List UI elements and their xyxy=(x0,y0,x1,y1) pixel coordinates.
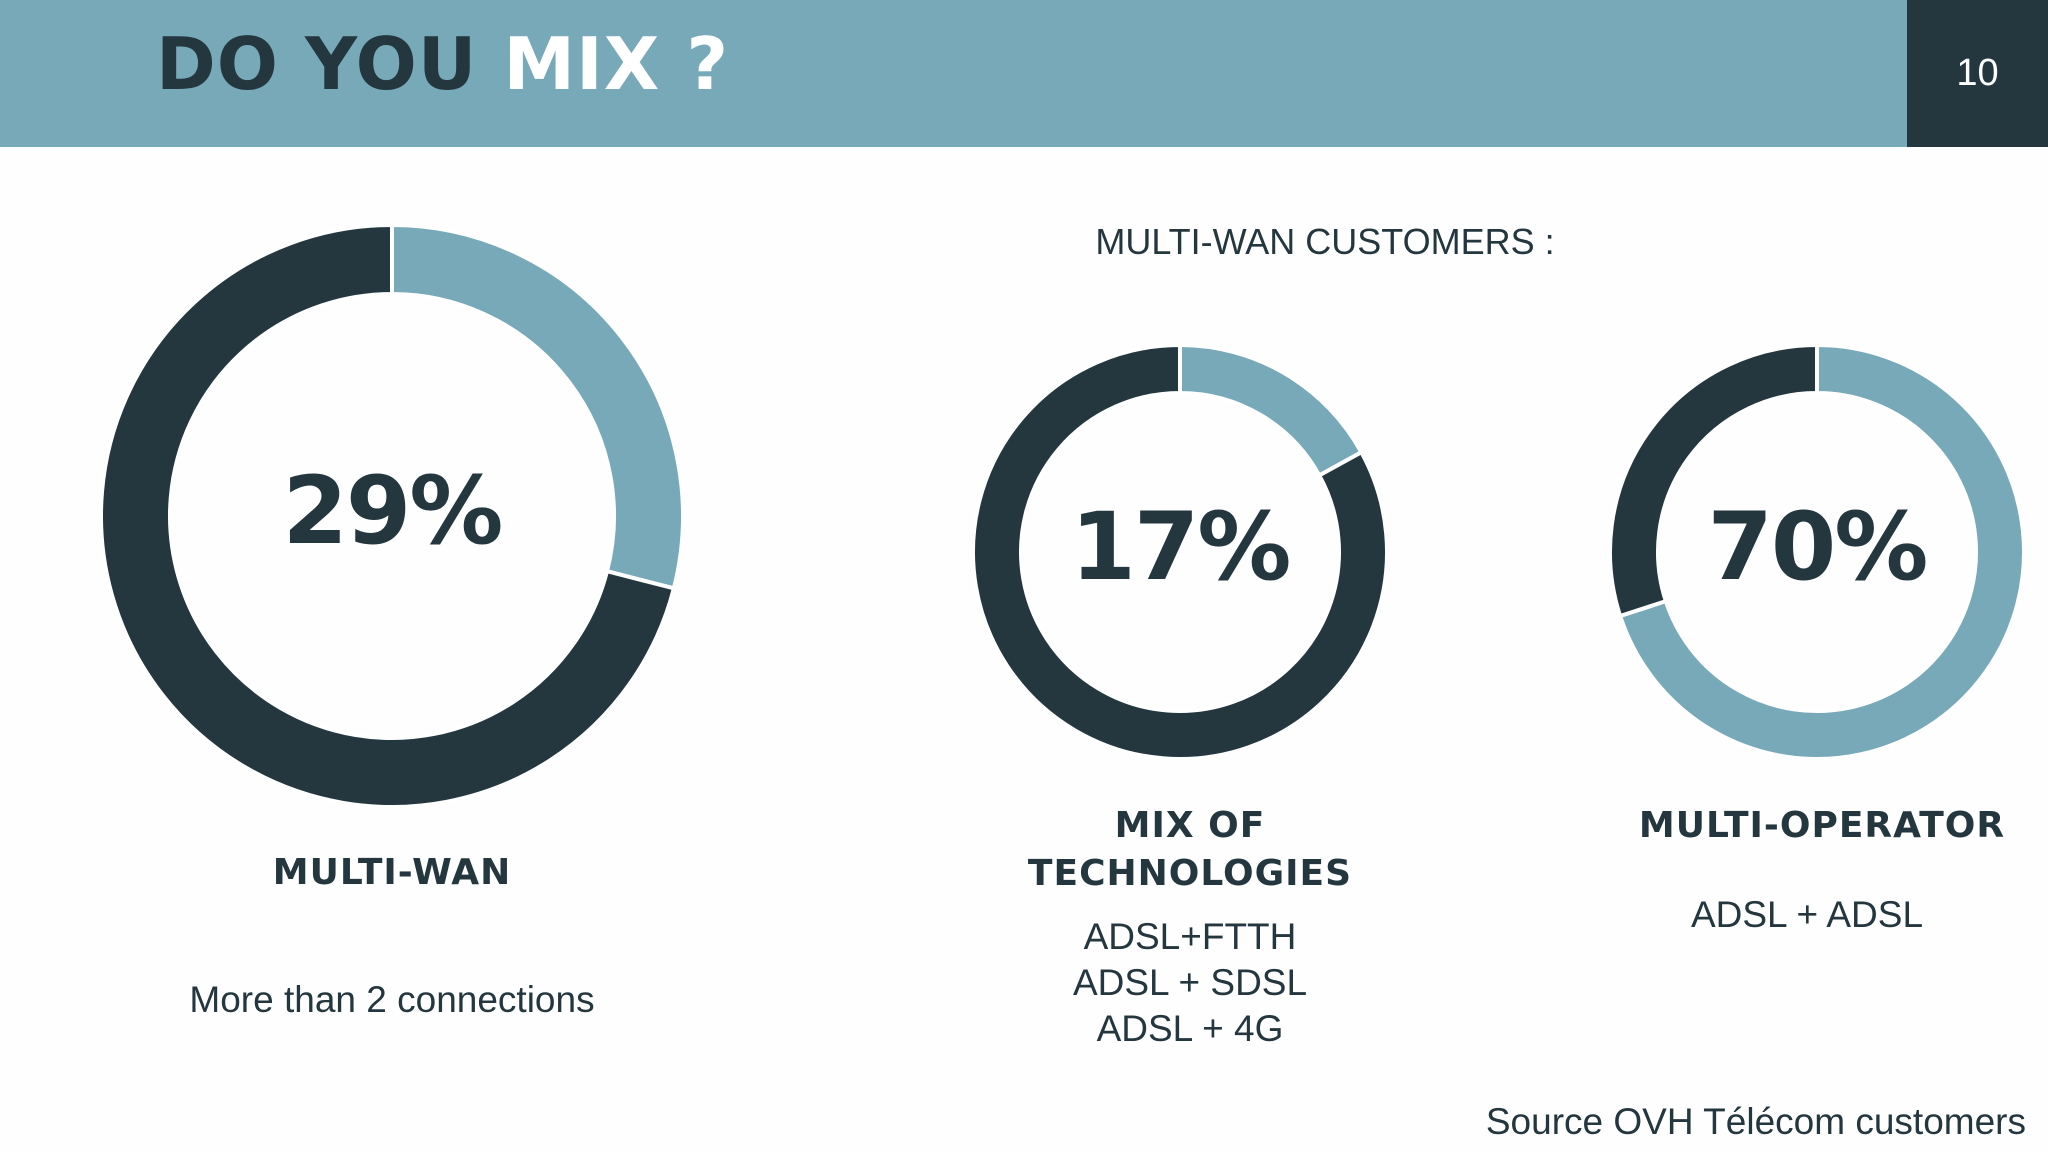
chart-2-description-line-2: ADSL + SDSL xyxy=(1072,962,1308,1003)
chart-1-center-value: 29% xyxy=(282,457,504,566)
chart-2-slice-1 xyxy=(1178,342,1365,479)
chart-2-description: ADSL+FTTH ADSL + SDSL ADSL + 4G xyxy=(1030,914,1350,1052)
slide-title: DO YOU MIX ? xyxy=(156,28,729,100)
source-note: Source OVH Télécom customers xyxy=(1485,1101,2026,1142)
chart-1-slice-1 xyxy=(390,222,685,591)
chart-2-title-line-1: MIX OF xyxy=(1114,805,1266,846)
chart-3-slice-1 xyxy=(1617,342,2026,761)
chart-3-slice-2 xyxy=(1608,342,1819,619)
chart-1-description: More than 2 connections xyxy=(189,979,595,1020)
section-subtitle: MULTI-WAN CUSTOMERS : xyxy=(1095,221,1555,262)
title-part-light: MIX ? xyxy=(503,22,730,106)
page-number: 10 xyxy=(1907,0,2048,147)
chart-3-description: ADSL + ADSL xyxy=(1690,894,1924,935)
chart-1-title: MULTI-WAN xyxy=(272,852,512,893)
chart-1-slice-2 xyxy=(99,222,677,809)
title-part-dark: DO YOU xyxy=(156,22,504,106)
chart-2-description-line-1: ADSL+FTTH xyxy=(1083,916,1297,957)
chart-3-center-value: 70% xyxy=(1707,493,1929,602)
chart-2-title: MIX OF TECHNOLOGIES xyxy=(960,802,1420,898)
chart-2-description-line-3: ADSL + 4G xyxy=(1096,1008,1284,1049)
chart-2-title-line-2: TECHNOLOGIES xyxy=(1027,853,1353,894)
chart-2-slice-2 xyxy=(971,342,1389,761)
header-bar: DO YOU MIX ? xyxy=(0,0,1907,147)
chart-2-center-value: 17% xyxy=(1070,493,1292,602)
chart-3-title: MULTI-OPERATOR xyxy=(1638,805,2006,846)
